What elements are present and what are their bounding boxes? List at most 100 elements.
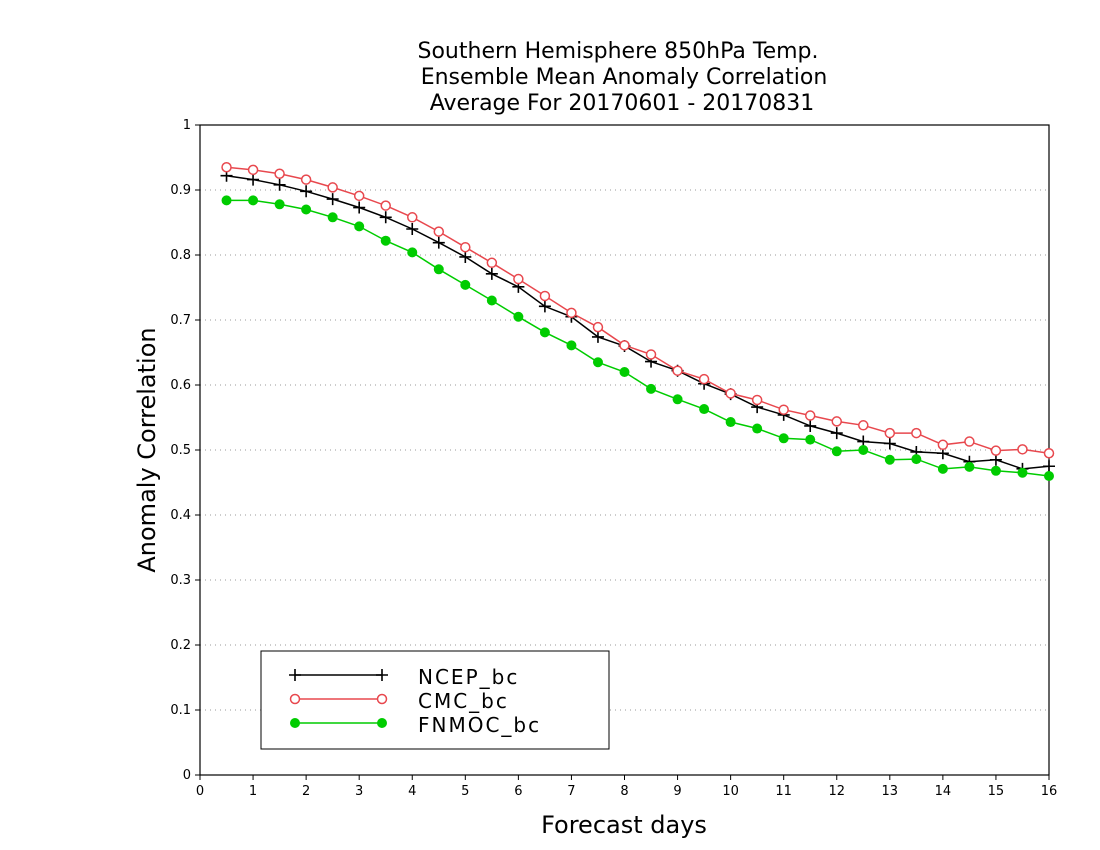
data-point-fnmoc-bc xyxy=(937,463,948,474)
data-point-fnmoc-bc xyxy=(911,454,922,465)
data-point-cmc-bc xyxy=(778,404,789,415)
chart-title-line-3: Average For 20170601 - 20170831 xyxy=(430,91,815,116)
data-point-cmc-bc xyxy=(460,241,471,253)
x-tick-label: 16 xyxy=(1041,784,1058,799)
x-tick-label: 4 xyxy=(408,784,416,799)
data-point-cmc-bc xyxy=(247,164,259,176)
data-point-fnmoc-bc xyxy=(566,340,577,351)
legend-marker-cmc-bc xyxy=(289,693,301,705)
y-tick-label: 0.2 xyxy=(170,638,191,653)
series-line-cmc-bc xyxy=(226,166,1050,455)
data-point-cmc-bc xyxy=(1043,448,1055,459)
data-point-cmc-bc xyxy=(937,439,949,451)
x-tick-label: 3 xyxy=(355,784,363,799)
x-tick-label: 14 xyxy=(935,784,952,799)
x-tick-label: 8 xyxy=(620,784,628,799)
chart-title-line-2: Ensemble Mean Anomaly Correlation xyxy=(421,65,828,90)
data-point-fnmoc-bc xyxy=(433,264,444,275)
data-point-fnmoc-bc xyxy=(884,454,895,465)
data-point-cmc-bc xyxy=(619,340,630,351)
data-point-cmc-bc xyxy=(725,388,736,399)
y-tick-label: 0.7 xyxy=(170,313,191,328)
data-point-cmc-bc xyxy=(274,168,285,179)
y-tick-label: 0 xyxy=(183,768,191,783)
data-point-cmc-bc xyxy=(804,410,816,421)
x-tick-label: 13 xyxy=(882,784,899,799)
legend-label-fnmoc: FNMOC_bc xyxy=(418,713,541,737)
data-point-ncep-bc xyxy=(538,300,551,313)
data-point-fnmoc-bc xyxy=(380,235,391,246)
x-tick-label: 12 xyxy=(828,784,845,799)
data-point-ncep-bc xyxy=(459,250,472,263)
data-point-ncep-bc xyxy=(804,419,817,432)
data-point-cmc-bc xyxy=(831,416,842,427)
y-tick-label: 0.4 xyxy=(170,508,191,523)
data-point-cmc-bc xyxy=(380,200,391,211)
data-point-fnmoc-bc xyxy=(248,195,259,206)
y-tick-label: 0.1 xyxy=(170,703,191,718)
data-point-cmc-bc xyxy=(353,190,365,202)
data-point-ncep-bc xyxy=(485,267,498,280)
data-point-cmc-bc xyxy=(407,212,418,223)
data-point-cmc-bc xyxy=(566,307,577,319)
data-point-ncep-bc xyxy=(883,437,896,450)
x-tick-label: 0 xyxy=(196,784,204,799)
data-point-ncep-bc xyxy=(432,236,445,249)
data-point-cmc-bc xyxy=(433,226,445,237)
data-point-cmc-bc xyxy=(645,349,657,360)
legend-marker-fnmoc-bc xyxy=(377,718,387,728)
data-point-ncep-bc xyxy=(326,193,339,206)
y-tick-label: 0.8 xyxy=(170,248,191,263)
series-line-ncep-bc xyxy=(226,174,1050,470)
data-point-fnmoc-bc xyxy=(407,247,418,258)
data-point-fnmoc-bc xyxy=(752,423,763,434)
y-axis-label: Anomaly Correlation xyxy=(133,327,161,572)
data-point-fnmoc-bc xyxy=(778,433,789,444)
data-point-ncep-bc xyxy=(273,178,286,191)
data-point-fnmoc-bc xyxy=(592,357,603,368)
x-tick-label: 7 xyxy=(567,784,575,799)
data-point-fnmoc-bc xyxy=(274,199,285,210)
data-point-cmc-bc xyxy=(327,182,338,193)
data-point-fnmoc-bc xyxy=(1044,471,1054,481)
legend-marker-ncep-bc xyxy=(376,669,388,681)
data-point-fnmoc-bc xyxy=(486,295,497,306)
data-point-cmc-bc xyxy=(698,373,710,385)
data-point-fnmoc-bc xyxy=(672,394,683,405)
x-tick-label: 2 xyxy=(302,784,310,799)
data-point-cmc-bc xyxy=(592,321,604,333)
legend-marker-cmc-bc xyxy=(376,693,388,705)
data-point-fnmoc-bc xyxy=(1017,467,1028,478)
x-tick-label: 9 xyxy=(673,784,681,799)
x-axis-label: Forecast days xyxy=(541,811,707,839)
legend-marker-ncep-bc xyxy=(289,669,301,681)
data-point-fnmoc-bc xyxy=(460,279,471,290)
gridlines xyxy=(200,189,1049,711)
data-point-cmc-bc xyxy=(513,273,524,285)
chart-title: Southern Hemisphere 850hPa Temp. Ensembl… xyxy=(418,39,828,116)
data-point-cmc-bc xyxy=(858,420,869,431)
data-point-fnmoc-bc xyxy=(539,327,550,338)
data-point-fnmoc-bc xyxy=(964,461,975,472)
data-point-fnmoc-bc xyxy=(831,446,842,457)
data-point-fnmoc-bc xyxy=(805,434,816,445)
x-tick-label: 15 xyxy=(988,784,1005,799)
data-point-cmc-bc xyxy=(990,445,1002,456)
legend-label-cmc: CMC_bc xyxy=(418,689,509,713)
y-tick-label: 0.3 xyxy=(170,573,191,588)
legend-box xyxy=(260,650,610,750)
data-point-ncep-bc xyxy=(1043,460,1055,473)
data-point-fnmoc-bc xyxy=(646,383,657,394)
data-point-cmc-bc xyxy=(964,436,975,447)
data-point-fnmoc-bc xyxy=(699,404,710,415)
data-point-fnmoc-bc xyxy=(619,367,630,377)
legend: NCEP_bc CMC_bc FNMOC_bc xyxy=(260,650,610,750)
data-point-ncep-bc xyxy=(591,330,604,343)
data-point-fnmoc-bc xyxy=(990,465,1001,476)
data-point-ncep-bc xyxy=(300,185,313,198)
y-tick-label: 0.5 xyxy=(170,443,191,458)
axis-ticks: 00.10.20.30.40.50.60.70.80.910 1 2 3 4 5 6 7 8 9 1… xyxy=(170,118,1057,799)
data-point-fnmoc-bc xyxy=(513,311,524,322)
x-tick-label: 6 xyxy=(514,784,522,799)
